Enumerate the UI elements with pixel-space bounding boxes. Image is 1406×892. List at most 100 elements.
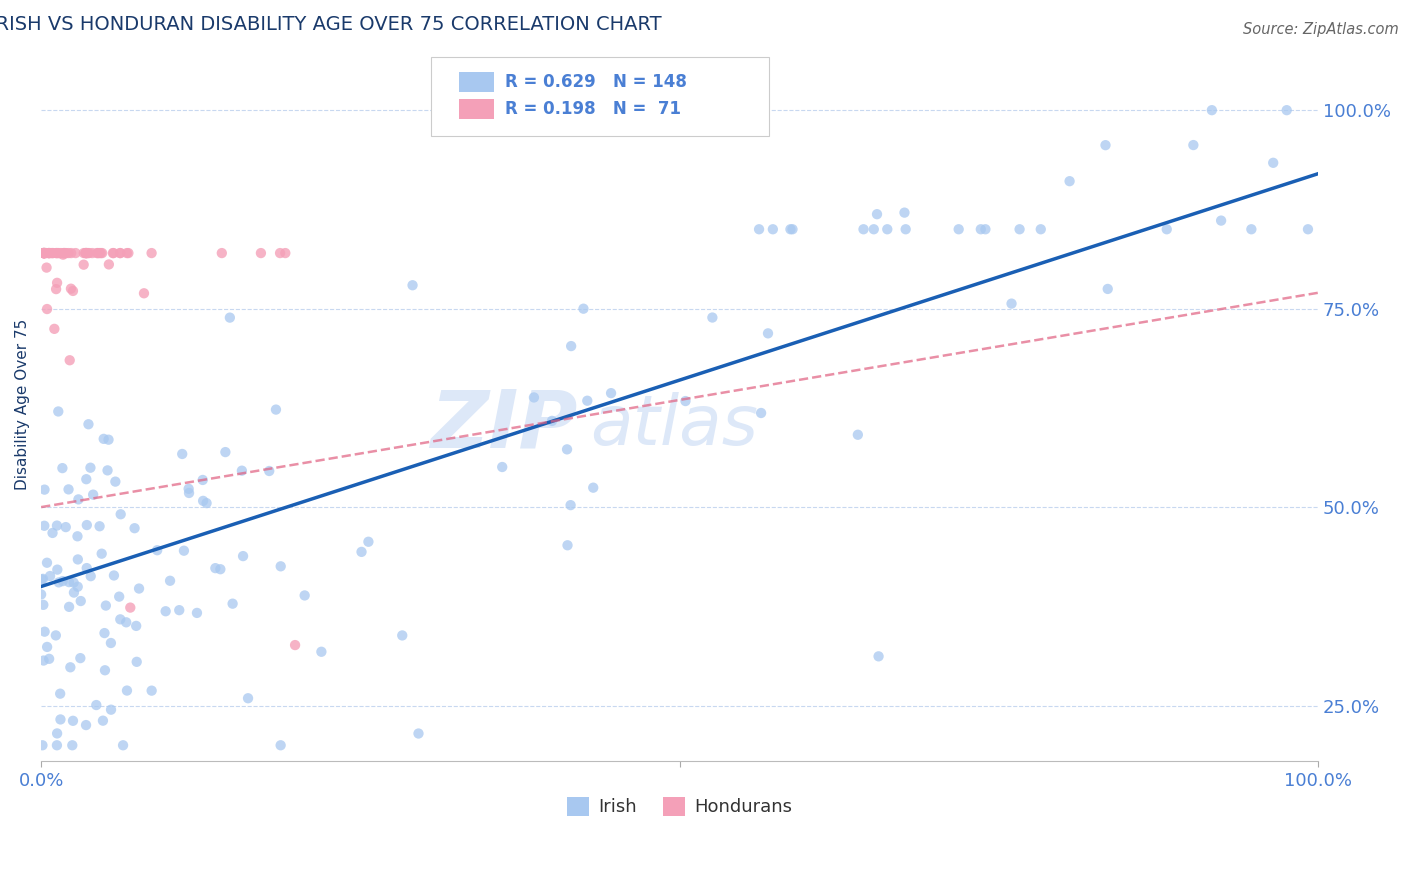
- Point: [76, 246, 98, 260]
- Point: [541, 414, 564, 428]
- Point: [66, 529, 89, 543]
- Point: [44, 322, 66, 336]
- Point: [75, 246, 97, 260]
- Point: [1182, 138, 1205, 153]
- Text: ZIP: ZIP: [430, 386, 578, 465]
- Point: [32, 246, 55, 260]
- Point: [32, 246, 55, 260]
- Point: [53, 246, 76, 260]
- Point: [894, 222, 917, 236]
- Point: [572, 301, 595, 316]
- Point: [32, 246, 55, 260]
- Point: [38, 246, 60, 260]
- Point: [167, 603, 190, 617]
- Point: [269, 246, 291, 260]
- Point: [270, 739, 292, 753]
- Point: [58, 575, 80, 590]
- Point: [762, 222, 785, 236]
- Text: IRISH VS HONDURAN DISABILITY AGE OVER 75 CORRELATION CHART: IRISH VS HONDURAN DISABILITY AGE OVER 75…: [0, 15, 662, 34]
- Point: [41, 525, 63, 540]
- Point: [391, 628, 413, 642]
- Point: [974, 222, 997, 236]
- Point: [32, 246, 55, 260]
- Point: [52, 247, 75, 261]
- Point: [93, 626, 115, 640]
- Point: [1201, 103, 1223, 118]
- Point: [209, 562, 232, 576]
- Point: [284, 638, 307, 652]
- Point: [46, 246, 69, 260]
- Point: [38, 246, 60, 260]
- Point: [49, 246, 72, 260]
- Point: [782, 222, 804, 236]
- Point: [141, 683, 163, 698]
- Point: [77, 246, 100, 260]
- Point: [1059, 174, 1081, 188]
- Legend: Irish, Hondurans: Irish, Hondurans: [560, 789, 800, 823]
- Point: [91, 246, 114, 260]
- Point: [491, 460, 513, 475]
- Text: R = 0.198   N =  71: R = 0.198 N = 71: [505, 100, 681, 118]
- Point: [30, 587, 52, 601]
- Point: [257, 464, 280, 478]
- Point: [104, 475, 127, 489]
- Point: [231, 464, 253, 478]
- Point: [32, 572, 55, 586]
- Point: [103, 568, 125, 582]
- Point: [862, 222, 884, 236]
- Point: [120, 600, 142, 615]
- Point: [38, 652, 60, 666]
- Point: [172, 447, 194, 461]
- Point: [600, 386, 623, 401]
- Point: [45, 246, 67, 260]
- Point: [876, 222, 898, 236]
- Point: [45, 246, 67, 260]
- Point: [32, 246, 55, 260]
- Bar: [458, 99, 495, 119]
- Point: [112, 739, 135, 753]
- Point: [675, 394, 697, 409]
- FancyBboxPatch shape: [430, 57, 769, 136]
- Point: [59, 660, 82, 674]
- Point: [555, 442, 578, 457]
- Point: [55, 246, 77, 260]
- Point: [294, 589, 316, 603]
- Point: [60, 739, 83, 753]
- Point: [37, 246, 59, 260]
- Point: [350, 545, 373, 559]
- Text: atlas: atlas: [591, 392, 758, 458]
- Point: [76, 246, 98, 260]
- Point: [90, 246, 112, 260]
- Point: [93, 432, 115, 446]
- Point: [62, 575, 84, 590]
- Point: [779, 222, 801, 236]
- Point: [191, 473, 214, 487]
- Point: [948, 222, 970, 236]
- Point: [576, 393, 599, 408]
- Point: [53, 246, 76, 260]
- Point: [37, 640, 59, 654]
- Point: [100, 703, 122, 717]
- Point: [48, 246, 70, 260]
- Point: [557, 538, 579, 552]
- Point: [76, 518, 98, 533]
- Point: [115, 246, 138, 260]
- Point: [77, 417, 100, 432]
- Point: [89, 246, 111, 260]
- Point: [79, 460, 101, 475]
- Point: [1097, 282, 1119, 296]
- Point: [76, 561, 98, 575]
- Point: [1156, 222, 1178, 236]
- Point: [94, 599, 117, 613]
- Point: [1094, 138, 1116, 153]
- Point: [45, 628, 67, 642]
- Point: [32, 654, 55, 668]
- Point: [97, 433, 120, 447]
- Point: [401, 278, 423, 293]
- Point: [75, 246, 97, 260]
- Point: [58, 599, 80, 614]
- Point: [132, 286, 155, 301]
- Point: [32, 246, 55, 260]
- Point: [177, 486, 200, 500]
- Point: [39, 246, 62, 260]
